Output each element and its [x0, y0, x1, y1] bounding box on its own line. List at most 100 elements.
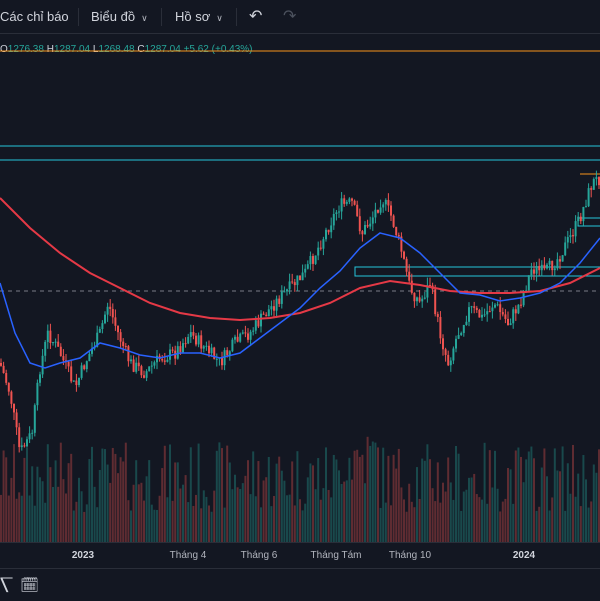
volume-bar: [286, 495, 288, 542]
candle-body: [387, 199, 390, 206]
candle-body: [314, 255, 317, 264]
candle-body: [145, 371, 148, 378]
volume-bar: [254, 496, 257, 542]
candle-body: [275, 298, 278, 311]
volume-bar: [179, 488, 182, 542]
volume-bar: [442, 482, 444, 542]
candle-body: [130, 359, 132, 362]
candle-body: [475, 307, 478, 310]
candle-body: [304, 268, 307, 273]
volume-bar: [491, 487, 494, 542]
volume-bar: [486, 503, 489, 542]
candle-body: [106, 306, 109, 315]
volume-bar: [527, 451, 530, 542]
volume-bar: [91, 446, 93, 542]
volume-bar: [148, 460, 151, 542]
candle-body: [117, 325, 119, 333]
calendar-goto-icon[interactable]: 🗓: [20, 577, 40, 594]
candle-body: [551, 260, 554, 271]
chart-type-dropdown[interactable]: Biểu đồ ∨: [91, 9, 148, 24]
volume-bar: [273, 495, 275, 542]
profile-dropdown[interactable]: Hồ sơ ∨: [175, 9, 223, 24]
volume-bar: [595, 472, 598, 542]
candle-body: [317, 247, 320, 256]
redo-icon[interactable]: ↷: [283, 8, 297, 25]
candle-body: [10, 391, 13, 404]
candle-body: [33, 405, 36, 433]
candle-body: [345, 201, 348, 204]
candle-body: [395, 226, 398, 236]
volume-bar: [65, 493, 67, 542]
volume-bar: [410, 501, 413, 542]
candle-body: [252, 330, 255, 332]
volume-bar: [283, 480, 286, 542]
volume-bar: [379, 507, 382, 542]
volume-bar: [93, 486, 96, 542]
candle-body: [592, 179, 595, 190]
volume-bar: [101, 448, 104, 542]
volume-bar: [0, 494, 2, 542]
indicators-button[interactable]: Các chỉ báo: [0, 9, 69, 24]
close-key: C: [137, 44, 145, 55]
candle-body: [179, 346, 182, 353]
candle-body: [546, 264, 548, 269]
support-zone: [354, 266, 600, 277]
volume-bar: [387, 455, 390, 542]
volume-bar: [574, 496, 577, 542]
volume-bar: [10, 477, 13, 542]
candle-body: [330, 225, 333, 233]
candle-body: [171, 349, 174, 351]
volume-bar: [416, 467, 418, 542]
volume-bar: [533, 458, 535, 542]
volume-bar: [109, 482, 112, 542]
candle-body: [312, 256, 314, 264]
candle-body: [236, 336, 239, 342]
candle-body: [41, 355, 44, 375]
candle-body: [205, 345, 208, 347]
candle-body: [548, 260, 551, 265]
candle-body: [457, 335, 460, 339]
price-chart[interactable]: [0, 33, 600, 542]
candle-body: [291, 281, 294, 283]
volume-bar: [247, 460, 249, 542]
zoom-icon[interactable]: ⎲: [0, 576, 14, 593]
volume-bar: [293, 505, 296, 542]
volume-bar: [205, 496, 208, 542]
candle-body: [221, 357, 223, 366]
candle-body: [306, 264, 309, 269]
volume-bar: [215, 450, 218, 542]
candle-body: [31, 432, 34, 434]
volume-bar: [397, 448, 400, 542]
volume-bar: [452, 499, 455, 542]
undo-icon[interactable]: ↶: [249, 8, 263, 25]
candle-body: [494, 304, 496, 308]
volume-bar: [252, 451, 255, 542]
candle-body: [78, 377, 80, 386]
high-key: H: [46, 44, 54, 55]
candle-body: [533, 269, 535, 274]
time-axis[interactable]: 2023 Tháng 4 Tháng 6 Tháng Tám Tháng 10 …: [0, 542, 600, 569]
volume-bar: [434, 501, 437, 542]
volume-bar: [338, 470, 340, 542]
volume-bar: [488, 450, 491, 542]
volume-bar: [468, 477, 470, 542]
open-key: O: [0, 44, 8, 55]
volume-bar: [296, 451, 299, 542]
volume-bar: [553, 448, 556, 542]
volume-bar: [278, 456, 281, 542]
candle-body: [309, 256, 312, 265]
volume-bar: [270, 506, 273, 542]
volume-bar: [369, 445, 372, 542]
volume-bar: [559, 471, 561, 542]
candle-body: [70, 366, 73, 382]
candle-body: [75, 380, 78, 386]
volume-bar: [104, 449, 106, 542]
candle-body: [132, 359, 135, 372]
candle-body: [361, 231, 364, 235]
volume-bar: [520, 456, 522, 542]
candle-body: [176, 346, 179, 359]
volume-bar: [122, 461, 125, 542]
candle-body: [455, 338, 457, 349]
volume-bars: [0, 436, 600, 542]
candle-body: [72, 380, 75, 382]
